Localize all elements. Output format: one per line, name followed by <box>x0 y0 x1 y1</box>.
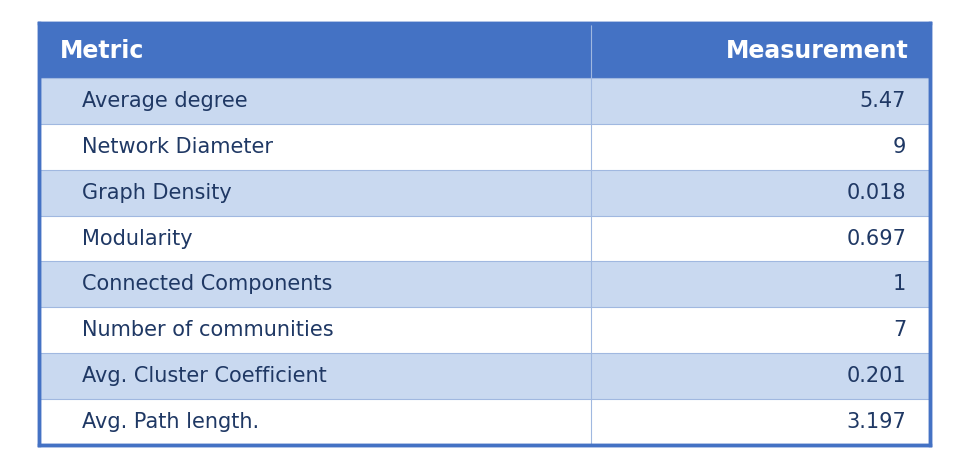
Bar <box>39 78 591 124</box>
Text: Average degree: Average degree <box>82 91 248 111</box>
Text: 1: 1 <box>892 274 906 294</box>
Text: 3.197: 3.197 <box>846 412 906 431</box>
Bar <box>39 216 591 262</box>
Bar <box>591 216 930 262</box>
Bar <box>39 262 591 307</box>
Text: 7: 7 <box>892 320 906 340</box>
Bar <box>39 23 930 445</box>
Bar <box>591 124 930 170</box>
Bar <box>39 23 591 78</box>
Text: Number of communities: Number of communities <box>82 320 334 340</box>
Text: 0.201: 0.201 <box>846 366 906 386</box>
Text: Connected Components: Connected Components <box>82 274 332 294</box>
Text: Metric: Metric <box>60 39 144 63</box>
Text: Network Diameter: Network Diameter <box>82 137 273 157</box>
Bar <box>39 353 591 399</box>
Bar <box>591 307 930 353</box>
Text: Modularity: Modularity <box>82 228 193 249</box>
Text: Graph Density: Graph Density <box>82 183 233 203</box>
Text: 9: 9 <box>892 137 906 157</box>
Text: Measurement: Measurement <box>726 39 909 63</box>
Bar <box>39 399 591 445</box>
Text: Avg. Path length.: Avg. Path length. <box>82 412 260 431</box>
Text: Avg. Cluster Coefficient: Avg. Cluster Coefficient <box>82 366 328 386</box>
Text: 5.47: 5.47 <box>860 91 906 111</box>
Text: 0.018: 0.018 <box>847 183 906 203</box>
Bar <box>591 353 930 399</box>
Bar <box>591 78 930 124</box>
Bar <box>39 307 591 353</box>
Bar <box>591 23 930 78</box>
Text: 0.697: 0.697 <box>846 228 906 249</box>
Bar <box>591 399 930 445</box>
Bar <box>591 262 930 307</box>
Bar <box>39 170 591 216</box>
Bar <box>39 124 591 170</box>
Bar <box>591 170 930 216</box>
